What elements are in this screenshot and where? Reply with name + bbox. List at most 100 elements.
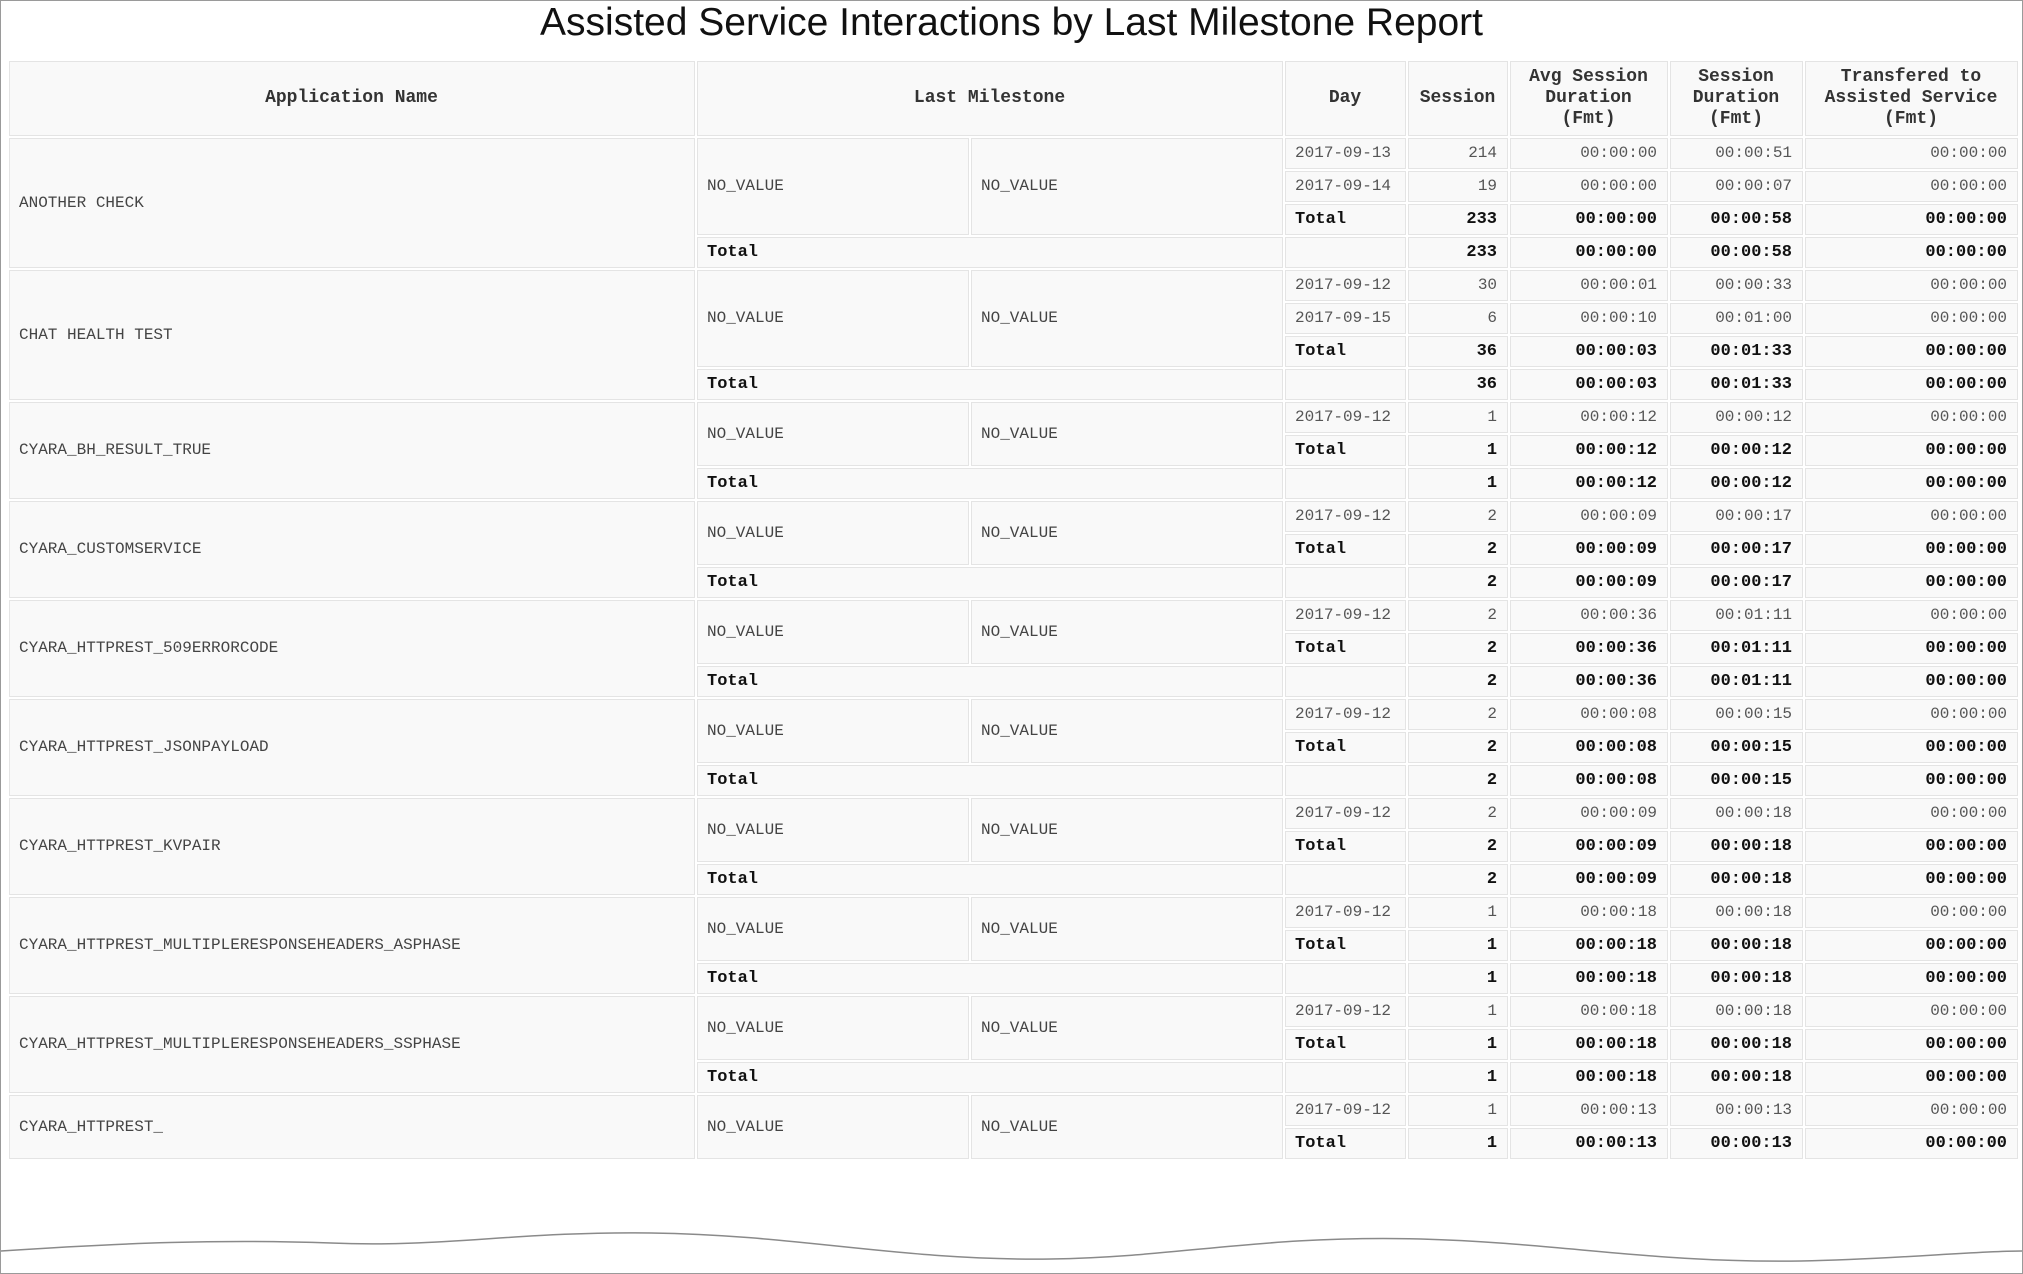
value-cell: 2 (1405, 828, 1511, 864)
milestone: NO_VALUE (967, 498, 1286, 567)
value-cell: 214 (1405, 135, 1511, 171)
day-cell: 2017-09-12 (1282, 795, 1409, 831)
value-cell: 00:00:18 (1507, 960, 1671, 996)
value-cell: 00:00:18 (1667, 1026, 1806, 1062)
application-name: CHAT HEALTH TEST (6, 267, 697, 402)
value-cell: 00:00:00 (1802, 630, 2021, 666)
application-name: CYARA_BH_RESULT_TRUE (6, 399, 697, 501)
value-cell: 00:00:00 (1802, 861, 2021, 897)
value-cell: 1 (1405, 1059, 1511, 1095)
value-cell: 1 (1405, 432, 1511, 468)
value-cell: 2 (1405, 861, 1511, 897)
day-cell: 2017-09-12 (1282, 993, 1409, 1029)
day-cell: 2017-09-12 (1282, 696, 1409, 732)
value-cell: 00:00:00 (1507, 234, 1671, 270)
value-cell: 1 (1405, 993, 1511, 1029)
value-cell: 00:00:09 (1507, 531, 1671, 567)
application-name: CYARA_HTTPREST_KVPAIR (6, 795, 697, 897)
value-cell: 00:00:13 (1507, 1092, 1671, 1128)
day-row: 2017-09-14 19 00:00:00 00:00:07 00:00:00 (8, 168, 2021, 204)
day-cell: 2017-09-12 (1282, 1092, 1409, 1128)
empty-cell (1282, 465, 1409, 501)
subtotal-row: Total 1 00:00:12 00:00:12 00:00:00 (8, 432, 2021, 468)
empty-cell (1282, 762, 1409, 798)
milestone: NO_VALUE (967, 993, 1286, 1062)
application-name: CYARA_HTTPREST_MULTIPLERESPONSEHEADERS_S… (6, 993, 697, 1095)
day-cell: Total (1282, 531, 1409, 567)
milestone: NO_VALUE (967, 597, 1286, 666)
value-cell: 00:00:12 (1507, 432, 1671, 468)
value-cell: 00:00:00 (1802, 201, 2021, 237)
value-cell: 00:00:00 (1802, 729, 2021, 765)
column-header: Application Name (6, 58, 697, 138)
empty-cell (1282, 1059, 1409, 1095)
day-row: CYARA_CUSTOMSERVICE NO_VALUE NO_VALUE 2017-… (6, 498, 2021, 600)
value-cell: 00:00:00 (1802, 300, 2021, 336)
empty-cell (1282, 960, 1409, 996)
value-cell: 2 (1405, 762, 1511, 798)
value-cell: 2 (1405, 564, 1511, 600)
value-cell: 00:00:18 (1667, 927, 1806, 963)
value-cell: 00:00:09 (1507, 564, 1671, 600)
milestone: NO_VALUE (694, 399, 971, 468)
day-cell: 2017-09-12 (1282, 399, 1409, 435)
value-cell: 00:00:17 (1667, 498, 1806, 534)
value-cell: 00:00:00 (1802, 432, 2021, 468)
value-cell: 1 (1405, 1092, 1511, 1128)
day-cell: 2017-09-12 (1282, 894, 1409, 930)
value-cell: 00:00:13 (1667, 1092, 1806, 1128)
value-cell: 00:00:09 (1507, 861, 1671, 897)
value-cell: 00:00:01 (1507, 267, 1671, 303)
subtotal-row: Total 2 00:00:09 00:00:17 00:00:00 (8, 531, 2021, 567)
value-cell: 00:00:18 (1667, 828, 1806, 864)
value-cell: 00:00:00 (1802, 168, 2021, 204)
milestone: NO_VALUE (694, 795, 971, 864)
value-cell: 00:01:00 (1667, 300, 1806, 336)
day-row: 2017-09-15 6 00:00:10 00:01:00 00:00:00 (8, 300, 2021, 336)
total-label: Total (693, 1059, 1286, 1095)
value-cell: 1 (1405, 399, 1511, 435)
milestone: NO_VALUE (967, 1092, 1286, 1161)
value-cell: 233 (1405, 234, 1511, 270)
value-cell: 00:00:00 (1802, 564, 2021, 600)
value-cell: 00:00:12 (1667, 465, 1806, 501)
value-cell: 2 (1405, 729, 1511, 765)
day-cell: 2017-09-13 (1282, 135, 1409, 171)
value-cell: 00:00:18 (1667, 960, 1806, 996)
value-cell: 00:00:12 (1507, 465, 1671, 501)
value-cell: 00:00:00 (1802, 1125, 2021, 1161)
day-cell: 2017-09-12 (1282, 597, 1409, 633)
value-cell: 00:00:12 (1507, 399, 1671, 435)
total-row: Total 2 00:00:09 00:00:17 00:00:00 (8, 564, 2021, 600)
value-cell: 00:00:18 (1667, 1059, 1806, 1095)
value-cell: 00:00:17 (1667, 531, 1806, 567)
value-cell: 00:00:18 (1507, 1059, 1671, 1095)
day-cell: Total (1282, 927, 1409, 963)
total-row: Total 2 00:00:36 00:01:11 00:00:00 (8, 663, 2021, 699)
day-cell: Total (1282, 333, 1409, 369)
value-cell: 00:00:15 (1667, 729, 1806, 765)
value-cell: 00:00:00 (1802, 465, 2021, 501)
value-cell: 00:00:58 (1667, 201, 1806, 237)
milestone: NO_VALUE (967, 696, 1286, 765)
milestone: NO_VALUE (694, 498, 971, 567)
value-cell: 00:00:00 (1802, 927, 2021, 963)
application-name: CYARA_HTTPREST_ (6, 1092, 697, 1161)
subtotal-row: Total 1 00:00:18 00:00:18 00:00:00 (8, 1026, 2021, 1062)
value-cell: 2 (1405, 498, 1511, 534)
value-cell: 2 (1405, 663, 1511, 699)
total-row: Total 36 00:00:03 00:01:33 00:00:00 (8, 366, 2021, 402)
subtotal-row: Total 2 00:00:08 00:00:15 00:00:00 (8, 729, 2021, 765)
value-cell: 00:00:00 (1802, 531, 2021, 567)
total-label: Total (693, 366, 1286, 402)
value-cell: 00:00:00 (1802, 894, 2021, 930)
value-cell: 1 (1405, 1026, 1511, 1062)
value-cell: 00:00:09 (1507, 795, 1671, 831)
value-cell: 00:00:15 (1667, 696, 1806, 732)
total-label: Total (693, 234, 1286, 270)
value-cell: 36 (1405, 366, 1511, 402)
application-name: CYARA_HTTPREST_JSONPAYLOAD (6, 696, 697, 798)
value-cell: 00:00:00 (1802, 960, 2021, 996)
value-cell: 00:00:12 (1667, 432, 1806, 468)
